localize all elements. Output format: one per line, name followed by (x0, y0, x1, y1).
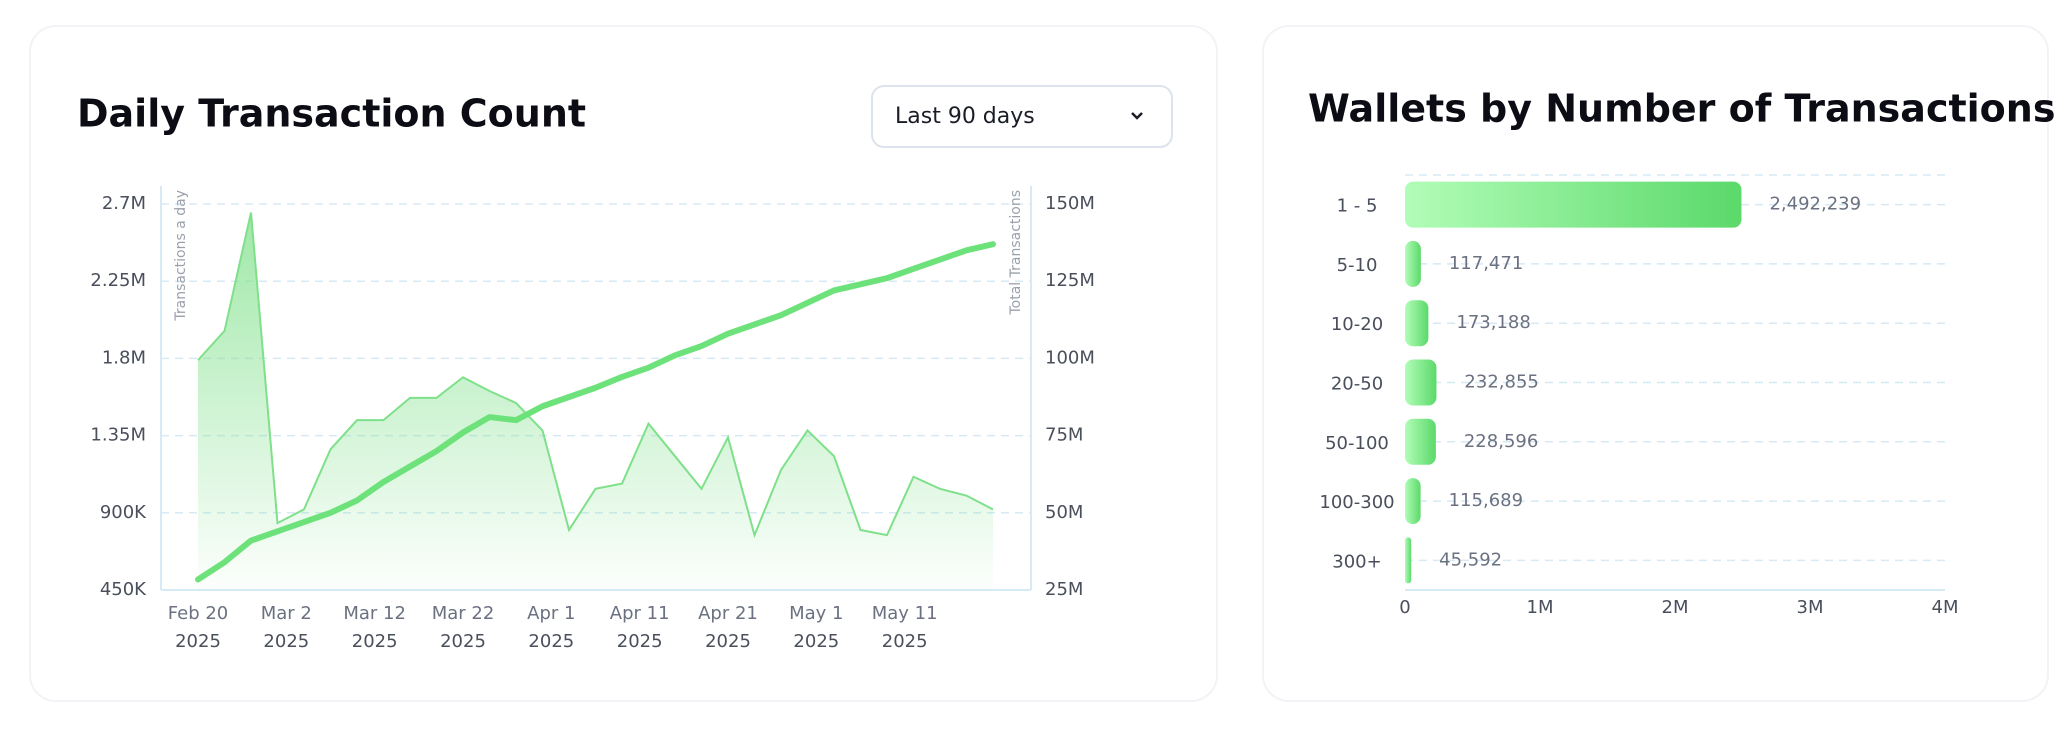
y-tick-label: 2.25M (90, 270, 146, 291)
value-label: 173,188 (1456, 312, 1530, 333)
x-tick-label: Apr 1 (527, 603, 575, 624)
x-tick-label: 2M (1662, 597, 1689, 618)
x-tick-label: 2025 (793, 631, 839, 652)
category-label: 5-10 (1337, 255, 1378, 276)
x-tick-label: 2025 (617, 631, 663, 652)
daily-line (197, 212, 994, 539)
daily-area (198, 212, 993, 591)
y-axis-label: Transactions a day (173, 190, 189, 322)
x-tick-label: Apr 21 (698, 603, 758, 624)
x-tick-label: May 1 (789, 603, 843, 624)
x-tick-label: 0 (1399, 597, 1410, 618)
bar (1405, 181, 1742, 228)
y-tick-label: 900K (100, 502, 147, 523)
bar (1405, 478, 1421, 525)
value-label: 45,592 (1439, 549, 1502, 570)
x-tick-label: 1M (1527, 597, 1554, 618)
y2-tick-label: 50M (1045, 502, 1083, 523)
category-label: 50-100 (1325, 433, 1389, 454)
x-tick-label: Mar 22 (432, 603, 495, 624)
y2-tick-label: 150M (1045, 193, 1095, 214)
chart-title: Daily Transaction Count (77, 92, 586, 136)
y-tick-label: 450K (100, 579, 147, 600)
dropdown-label[interactable]: Last 90 days (895, 104, 1035, 129)
x-tick-label: Mar 12 (343, 603, 406, 624)
bar (1405, 537, 1412, 584)
category-label: 1 - 5 (1337, 196, 1378, 217)
y2-tick-label: 100M (1045, 347, 1095, 368)
x-tick-label: 2025 (175, 631, 221, 652)
x-tick-label: 2025 (705, 631, 751, 652)
x-tick-label: Mar 2 (261, 603, 312, 624)
y2-axis-label: Total Transactions (1008, 190, 1024, 316)
chevron[interactable] (1131, 112, 1143, 120)
value-label: 232,855 (1464, 372, 1538, 393)
category-label: 300+ (1332, 551, 1381, 572)
chart-title: Wallets by Number of Transactions (1308, 87, 2055, 131)
x-tick-label: May 11 (872, 603, 938, 624)
value-label: 115,689 (1449, 490, 1523, 511)
bar (1405, 359, 1437, 406)
dropdown[interactable]: Last 90 days (871, 85, 1173, 148)
x-tick-label: 2025 (263, 631, 309, 652)
bar (1405, 418, 1436, 465)
x-tick-label: Apr 11 (610, 603, 670, 624)
left-chart: 450K 900K 1.35M 1.8M 2.25M 2.7M 25M 50M 75M 100M 1… (90, 186, 1095, 652)
x-tick-label: 2025 (528, 631, 574, 652)
y2-tick-label: 25M (1045, 579, 1083, 600)
x-tick-label: 4M (1932, 597, 1959, 618)
bar (1405, 300, 1429, 347)
y-tick-label: 1.8M (102, 347, 146, 368)
y2-tick-label: 75M (1045, 425, 1083, 446)
bar (1405, 240, 1421, 287)
value-label: 2,492,239 (1769, 194, 1861, 215)
category-label: 10-20 (1331, 314, 1383, 335)
dropdown-box[interactable] (871, 85, 1173, 148)
x-tick-label: 2025 (440, 631, 486, 652)
x-tick-label: Feb 20 (168, 603, 229, 624)
y-tick-label: 2.7M (102, 193, 146, 214)
y2-tick-label: 125M (1045, 270, 1095, 291)
category-label: 20-50 (1331, 374, 1383, 395)
x-tick-label: 3M (1797, 597, 1824, 618)
y-tick-label: 1.35M (90, 425, 146, 446)
value-label: 228,596 (1464, 431, 1538, 452)
category-label: 100-300 (1319, 492, 1394, 513)
x-tick-label: 2025 (882, 631, 928, 652)
total-line (195, 241, 996, 583)
x-tick-label: 2025 (352, 631, 398, 652)
value-label: 117,471 (1449, 253, 1523, 274)
right-chart: 0 1M 2M 3M 4M 1 - 5 2,492,239 5-10 117,471 10-20 1… (1319, 174, 1959, 618)
